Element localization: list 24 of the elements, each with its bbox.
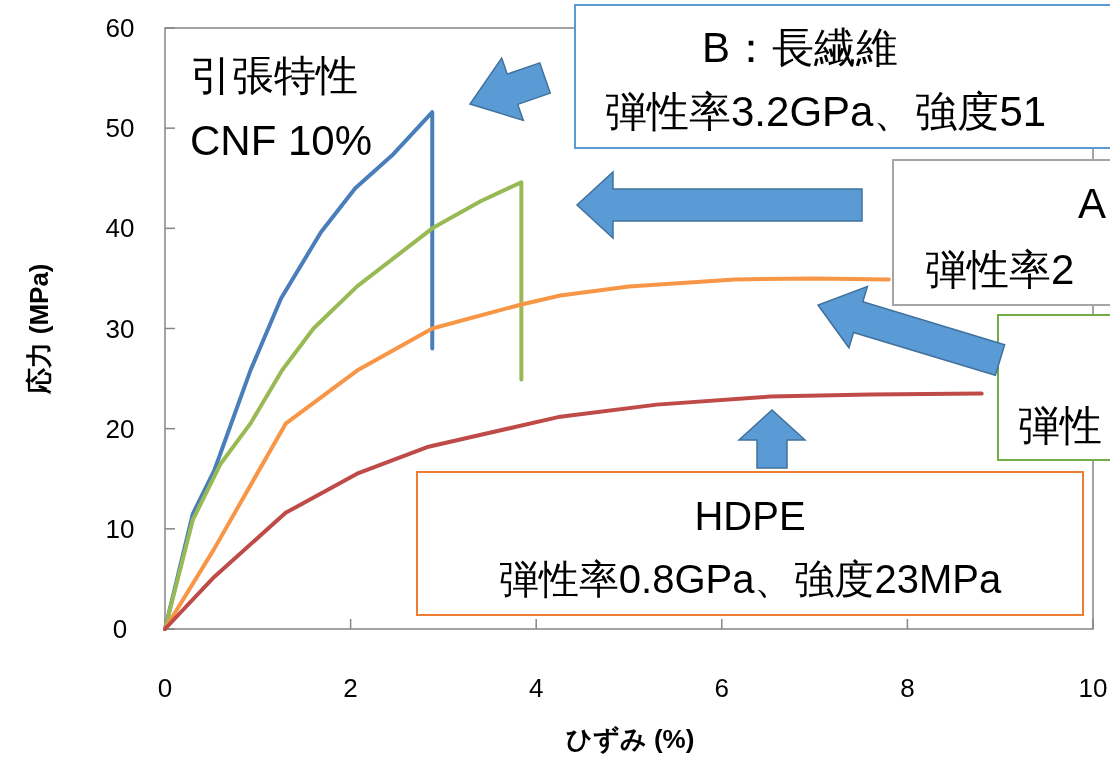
x-tick-label: 4	[528, 673, 544, 703]
y-tick-label: 0	[112, 614, 128, 645]
x-tick-label: 10	[1078, 673, 1108, 703]
annotation: 弾性	[1018, 402, 1102, 449]
y-tick-label: 20	[105, 413, 135, 444]
annotation: B：長繊維	[701, 24, 899, 71]
annotation: HDPE	[694, 494, 806, 538]
y-tick-label: 10	[105, 513, 135, 544]
y-tick-label: 60	[105, 13, 135, 44]
x-tick-label: 6	[714, 673, 730, 703]
y-tick-label: 50	[105, 113, 135, 144]
annotation: 引張特性	[190, 52, 358, 99]
y-axis-title: 応力 (MPa)	[24, 263, 54, 395]
y-tick-label: 30	[105, 313, 135, 344]
x-tick-label: 0	[157, 673, 173, 703]
annotation: A	[1078, 180, 1107, 227]
x-tick-label: 2	[343, 673, 358, 703]
x-tick-label: 8	[900, 673, 915, 703]
annotation: 弾性率2	[925, 246, 1075, 293]
annotation: 弾性率0.8GPa、強度23MPa	[498, 557, 1002, 601]
annotation: 弾性率3.2GPa、強度51	[605, 88, 1047, 135]
annotation: CNF 10%	[190, 117, 373, 164]
x-axis-title: ひずみ (%)	[565, 724, 695, 754]
y-tick-label: 40	[105, 213, 135, 244]
